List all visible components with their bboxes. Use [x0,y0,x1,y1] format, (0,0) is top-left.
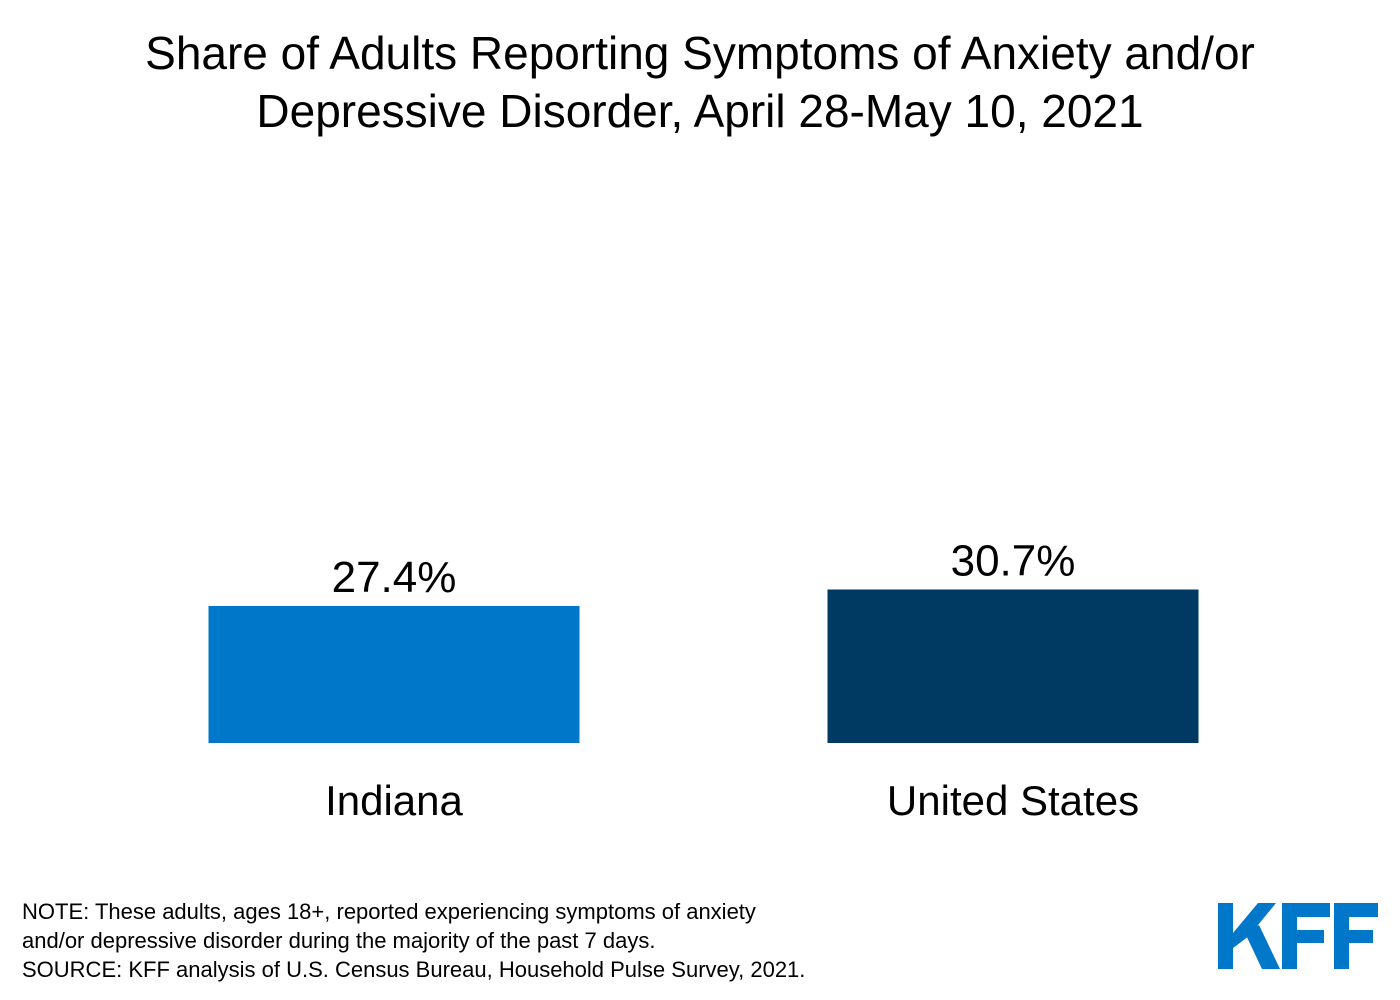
bar-united-states [827,589,1199,743]
chart-title-line-2: Depressive Disorder, April 28-May 10, 20… [256,85,1144,137]
kff-logo [1218,903,1378,969]
data-label-united-states: 30.7% [951,537,1076,586]
logo-stroke-9 [1349,930,1373,943]
logo-stroke-6 [1297,930,1324,943]
footnote: NOTE: These adults, ages 18+, reported e… [22,897,805,984]
logo-stroke-1 [1218,903,1233,969]
logo-stroke-7 [1334,903,1349,969]
logo-stroke-5 [1297,903,1330,917]
logo-stroke-3 [1245,925,1280,969]
logo-stroke-4 [1282,903,1297,969]
chart-title: Share of Adults Reporting Symptoms of An… [0,24,1400,140]
logo-stroke-8 [1349,903,1378,917]
source-line: SOURCE: KFF analysis of U.S. Census Bure… [22,957,806,982]
data-label-indiana: 27.4% [332,553,457,602]
note-line-1: NOTE: These adults, ages 18+, reported e… [22,899,756,924]
note-line-2: and/or depressive disorder during the ma… [22,928,656,953]
logo-stroke-2 [1233,903,1276,948]
category-label-united-states: United States [887,777,1139,824]
bar-indiana [208,606,580,743]
chart-title-line-1: Share of Adults Reporting Symptoms of An… [145,27,1255,79]
category-label-indiana: Indiana [325,777,463,824]
